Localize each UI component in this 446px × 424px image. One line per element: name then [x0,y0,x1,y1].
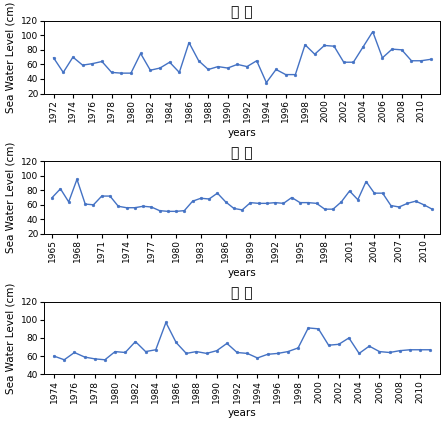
X-axis label: years: years [228,408,256,418]
Y-axis label: Sea Water Level (cm): Sea Water Level (cm) [5,142,16,253]
Title: 속 초: 속 초 [231,286,253,300]
Y-axis label: Sea Water Level (cm): Sea Water Level (cm) [5,1,16,113]
Y-axis label: Sea Water Level (cm): Sea Water Level (cm) [5,282,16,393]
Title: 동 해: 동 해 [231,146,253,160]
X-axis label: years: years [228,128,256,138]
Title: 포 항: 포 항 [231,6,253,20]
X-axis label: years: years [228,268,256,278]
